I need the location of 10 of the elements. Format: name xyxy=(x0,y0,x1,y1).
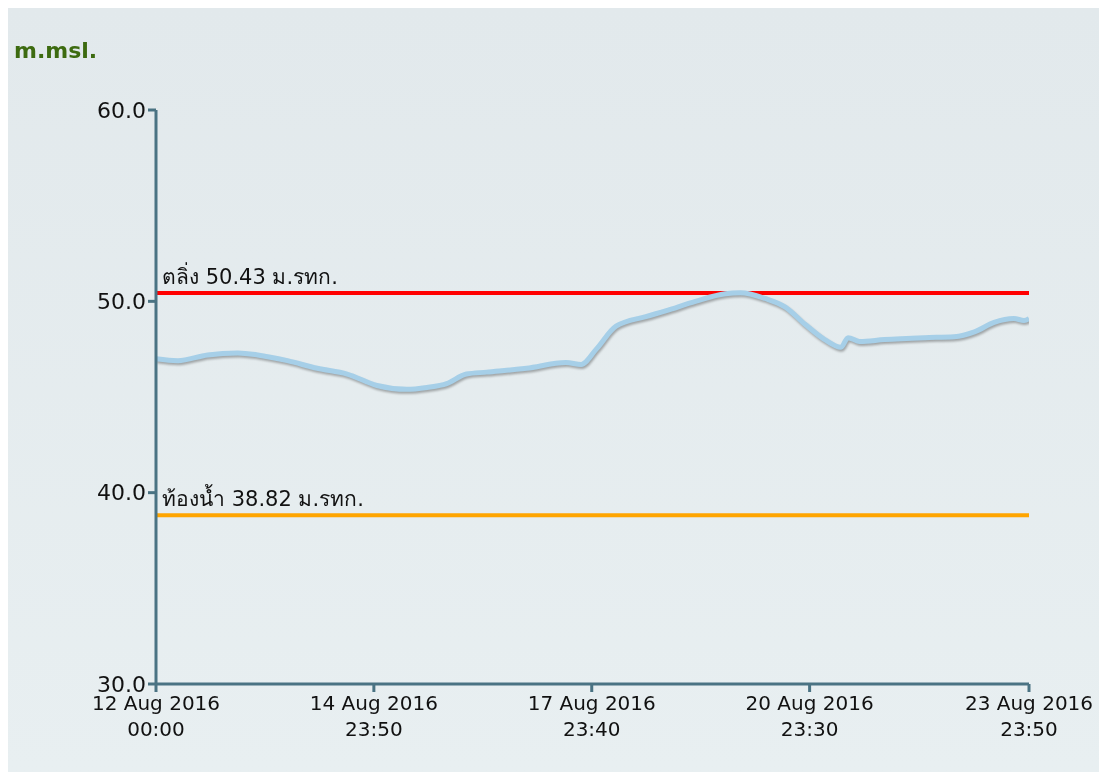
y-tick-label: 50.0 xyxy=(97,289,146,315)
y-tick-label: 40.0 xyxy=(97,480,146,506)
y-axis-title: m.msl. xyxy=(14,38,98,63)
ref-line-label: ตลิ่ง 50.43 ม.รทก. xyxy=(162,262,338,290)
x-tick-label: 14 Aug 2016 23:50 xyxy=(309,691,438,741)
x-tick-label: 23 Aug 2016 23:50 xyxy=(964,691,1094,741)
x-tick-label: 20 Aug 2016 23:30 xyxy=(745,691,874,741)
ref-line-label: ท้องน้ำ 38.82 ม.รทก. xyxy=(162,484,364,512)
x-tick-label: 17 Aug 2016 23:40 xyxy=(527,691,656,741)
y-tick-label: 60.0 xyxy=(97,97,146,123)
